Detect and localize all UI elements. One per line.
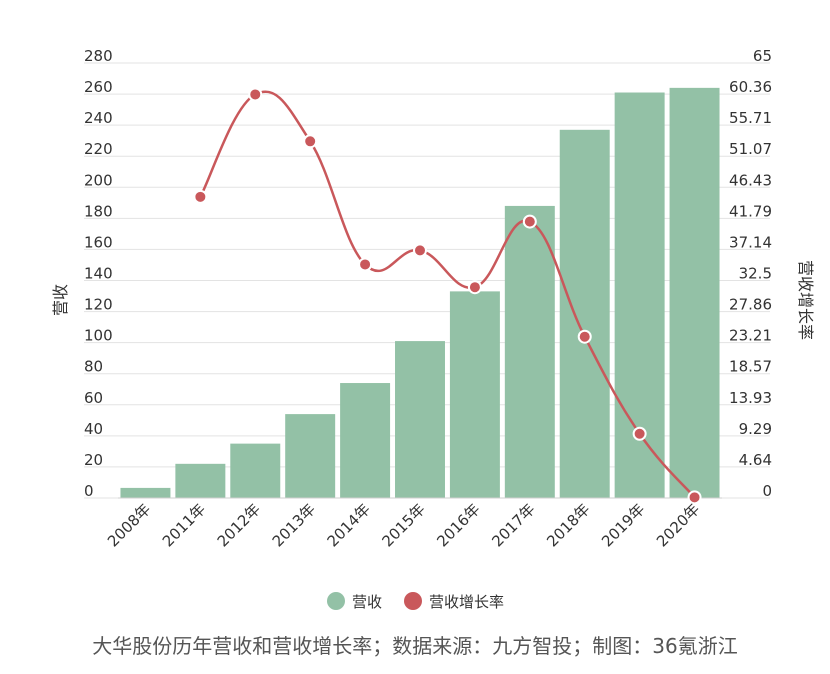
revenue-bar[interactable] xyxy=(504,205,555,498)
growth-point[interactable] xyxy=(358,257,373,272)
right-tick-label: 23.21 xyxy=(729,327,772,345)
left-tick-label: 40 xyxy=(84,420,103,438)
revenue-bar[interactable] xyxy=(559,129,610,498)
right-tick-label: 37.14 xyxy=(729,233,772,251)
left-tick-label: 0 xyxy=(84,482,94,500)
revenue-bar[interactable] xyxy=(340,383,391,498)
right-tick-label: 18.57 xyxy=(729,358,772,376)
growth-line xyxy=(193,87,702,505)
x-tick-label: 2011年 xyxy=(159,500,209,550)
revenue-bar[interactable] xyxy=(175,463,226,498)
legend-marker-growth[interactable] xyxy=(404,592,422,610)
legend-label-growth[interactable]: 营收增长率 xyxy=(429,593,504,611)
left-tick-label: 20 xyxy=(84,451,103,469)
right-axis-title: 营收增长率 xyxy=(796,260,815,340)
left-axis-ticks: 0 20 40 60 80 100 120 140 160 180 200 220 240 260 280 xyxy=(84,47,113,500)
x-tick-label: 2012年 xyxy=(214,500,264,550)
legend: 营收 营收增长率 xyxy=(327,592,504,611)
x-tick-label: 2019年 xyxy=(598,500,648,550)
right-tick-label: 0 xyxy=(762,482,772,500)
x-tick-label: 2013年 xyxy=(269,500,319,550)
left-tick-label: 220 xyxy=(84,140,113,158)
left-tick-label: 200 xyxy=(84,171,113,189)
growth-point[interactable] xyxy=(467,280,482,295)
x-tick-label: 2014年 xyxy=(324,500,374,550)
x-tick-label: 2015年 xyxy=(378,500,428,550)
growth-point[interactable] xyxy=(248,87,263,102)
growth-point[interactable] xyxy=(687,490,702,505)
revenue-bar[interactable] xyxy=(395,341,445,498)
x-axis-ticks: 2008年 2011年 2012年 2013年 2014年 2015年 2016年 2017年… xyxy=(104,500,703,550)
left-tick-label: 180 xyxy=(84,202,113,220)
x-tick-label: 2020年 xyxy=(653,500,703,550)
x-tick-label: 2008年 xyxy=(104,500,154,550)
left-tick-label: 60 xyxy=(84,389,103,407)
growth-point[interactable] xyxy=(577,329,592,344)
revenue-bar[interactable] xyxy=(120,487,171,498)
revenue-bars xyxy=(118,87,722,499)
growth-point[interactable] xyxy=(303,134,318,149)
revenue-bar[interactable] xyxy=(669,87,720,498)
right-tick-label: 32.5 xyxy=(739,265,772,283)
legend-marker-revenue[interactable] xyxy=(327,592,345,610)
left-tick-label: 120 xyxy=(84,296,113,314)
legend-label-revenue[interactable]: 营收 xyxy=(352,593,382,611)
growth-point[interactable] xyxy=(413,243,427,258)
x-tick-label: 2017年 xyxy=(488,500,538,550)
revenue-bar[interactable] xyxy=(449,291,500,498)
right-tick-label: 55.71 xyxy=(729,109,772,127)
left-tick-label: 140 xyxy=(84,265,113,283)
left-tick-label: 80 xyxy=(84,358,103,376)
revenue-bar[interactable] xyxy=(285,414,336,498)
left-tick-label: 160 xyxy=(84,233,113,251)
right-tick-label: 9.29 xyxy=(739,420,772,438)
right-tick-label: 60.36 xyxy=(729,78,772,96)
right-tick-label: 4.64 xyxy=(739,451,772,469)
right-tick-label: 46.43 xyxy=(729,171,772,189)
x-tick-label: 2018年 xyxy=(543,500,593,550)
x-tick-label: 2016年 xyxy=(433,500,483,550)
right-tick-label: 13.93 xyxy=(729,389,772,407)
left-tick-label: 280 xyxy=(84,47,113,65)
revenue-bar[interactable] xyxy=(230,443,281,498)
left-tick-label: 260 xyxy=(84,78,113,96)
left-tick-label: 240 xyxy=(84,109,113,127)
growth-point[interactable] xyxy=(632,426,647,441)
right-tick-label: 65 xyxy=(753,47,772,65)
right-tick-label: 27.86 xyxy=(729,296,772,314)
growth-point[interactable] xyxy=(522,214,537,229)
left-axis-title: 营收 xyxy=(51,284,70,316)
right-axis-ticks: 0 4.64 9.29 13.93 18.57 23.21 27.86 32.5 37.14 41… xyxy=(729,47,772,500)
growth-line-path xyxy=(199,90,696,499)
left-tick-label: 100 xyxy=(84,327,113,345)
right-tick-label: 51.07 xyxy=(729,140,772,158)
right-tick-label: 41.79 xyxy=(729,202,772,220)
chart-caption: 大华股份历年营收和营收增长率；数据来源：九方智投；制图：36氪浙江 xyxy=(92,634,738,658)
growth-point[interactable] xyxy=(193,189,208,204)
